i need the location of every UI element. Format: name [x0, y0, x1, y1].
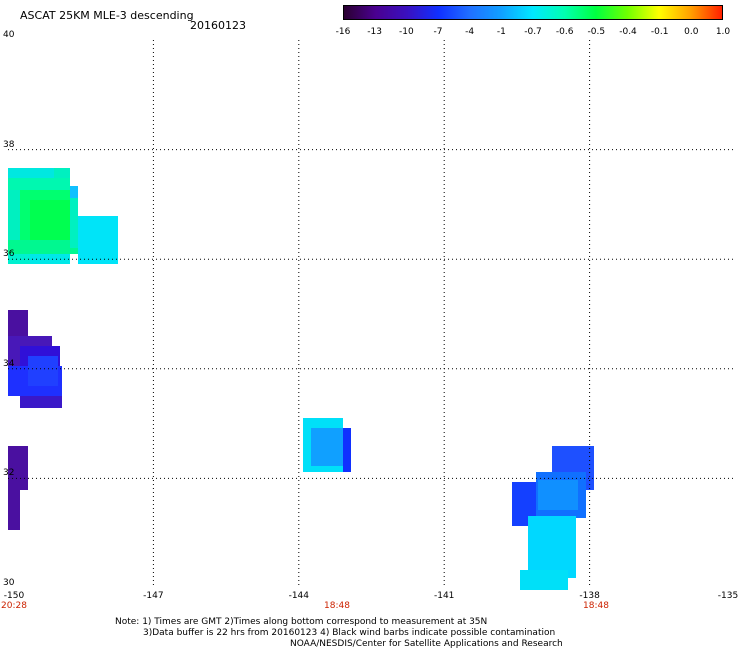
swath-cell: [8, 446, 28, 490]
swath-cell: [78, 216, 118, 264]
map-date: 20160123: [190, 19, 246, 32]
time-label-left: 20:28: [1, 601, 27, 611]
latitude-label: 38: [3, 139, 15, 150]
swath-cell: [311, 428, 345, 466]
swath-cell: [343, 428, 351, 472]
map-title: ASCAT 25KM MLE-3 descending: [20, 9, 194, 22]
latitude-label: 34: [3, 358, 15, 369]
colorbar-tick-label: -4: [465, 27, 475, 37]
swath-cell: [70, 198, 78, 248]
colorbar: [343, 5, 723, 20]
swath-cell: [8, 168, 54, 178]
latitude-label: 30: [3, 578, 15, 588]
longitude-label: -144: [288, 591, 310, 601]
colorbar-tick-label: -1: [496, 27, 506, 37]
swath-cell: [8, 490, 20, 530]
swath-cell: [20, 396, 62, 408]
longitude-label: -138: [579, 591, 600, 601]
swath-cell: [70, 186, 78, 198]
colorbar-tick-label: -0.1: [650, 27, 669, 37]
swath-cell: [28, 356, 58, 386]
longitude-label: -135: [717, 591, 739, 601]
colorbar-tick-label: -0.7: [524, 27, 542, 37]
swath-cell: [538, 480, 578, 510]
swath-cell: [30, 200, 70, 240]
colorbar-tick-label: -13: [367, 27, 383, 37]
swath-cell: [528, 516, 576, 578]
colorbar-tick-label: -0.4: [619, 27, 637, 37]
colorbar-tick-label: -0.6: [555, 27, 574, 37]
colorbar-tick-label: -0.5: [587, 27, 606, 37]
colorbar-tick-label: -7: [433, 27, 443, 37]
colorbar-tick-label: 0.0: [684, 27, 699, 37]
longitude-label: -147: [143, 591, 164, 601]
longitude-label: -141: [433, 591, 455, 601]
note-line-1: Note: 1) Times are GMT 2)Times along bot…: [115, 617, 488, 627]
latitude-label: 40: [3, 30, 15, 40]
note-line-3: NOAA/NESDIS/Center for Satellite Applica…: [290, 639, 563, 649]
time-label-right: 18:48: [583, 601, 609, 611]
swath-cell: [520, 570, 568, 590]
longitude-label: -150: [3, 591, 25, 601]
swath-cell: [8, 254, 30, 264]
swath-cell: [30, 254, 70, 264]
colorbar-tick-label: 1.0: [715, 27, 731, 37]
colorbar-tick-label: -10: [398, 27, 414, 37]
swath-cell: [8, 178, 70, 190]
colorbar-tick-label: -16: [335, 27, 351, 37]
latitude-label: 32: [3, 468, 15, 479]
note-line-2: 3)Data buffer is 22 hrs from 20160123 4)…: [143, 628, 556, 638]
latitude-label: 36: [3, 249, 15, 260]
swath-cell: [8, 240, 78, 254]
time-label-middle: 18:48: [324, 601, 350, 611]
